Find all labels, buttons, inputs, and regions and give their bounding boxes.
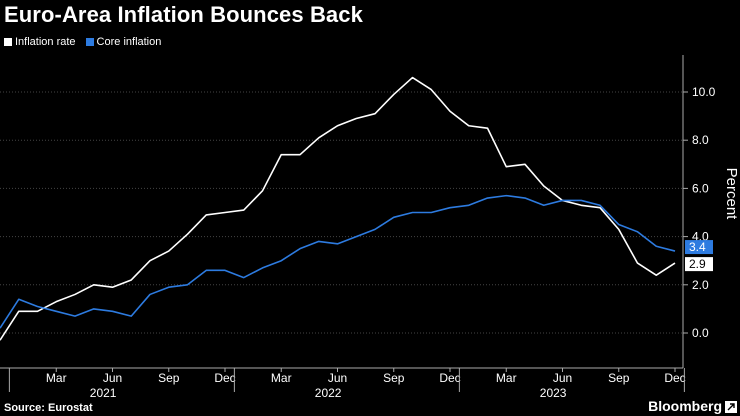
series-line-core-inflation bbox=[0, 194, 676, 329]
x-tick-label-sep: Sep bbox=[158, 371, 180, 385]
expand-icon bbox=[725, 401, 737, 413]
legend-item-inflation-rate: Inflation rate bbox=[4, 36, 76, 48]
legend-label-core-inflation: Core inflation bbox=[96, 36, 162, 48]
x-tick-label-mar: Mar bbox=[271, 371, 292, 385]
x-tick-label-jun: Jun bbox=[103, 371, 122, 385]
end-label-box-inflation-rate bbox=[685, 257, 713, 272]
legend-swatch-core-inflation bbox=[85, 38, 94, 46]
y-tick-label-10: 10.0 bbox=[692, 85, 716, 99]
series-line-inflation-rate bbox=[0, 76, 676, 341]
y-tick-label-8: 8.0 bbox=[692, 133, 709, 147]
x-tick-label-dec: Dec bbox=[439, 371, 460, 385]
legend-item-core-inflation: Core inflation bbox=[85, 36, 162, 48]
x-year-label-2021: 2021 bbox=[90, 386, 117, 400]
bloomberg-logo: Bloomberg bbox=[648, 398, 722, 414]
x-tick-label-dec: Dec bbox=[214, 371, 235, 385]
y-tick-label-0: 0.0 bbox=[692, 326, 709, 340]
end-label-inflation-rate: 2.9 bbox=[689, 257, 706, 271]
x-tick-label-dec: Dec bbox=[664, 371, 685, 385]
x-tick-label-mar: Mar bbox=[46, 371, 67, 385]
source-note: Source: Eurostat bbox=[4, 402, 93, 414]
x-year-label-2023: 2023 bbox=[540, 386, 567, 400]
end-label-box-core-inflation bbox=[685, 240, 713, 255]
chart-title: Euro-Area Inflation Bounces Back bbox=[4, 2, 363, 27]
y-axis-title: Percent bbox=[723, 168, 740, 221]
x-tick-label-sep: Sep bbox=[383, 371, 405, 385]
end-label-core-inflation: 3.4 bbox=[689, 240, 706, 254]
x-tick-label-jun: Jun bbox=[328, 371, 347, 385]
x-tick-label-mar: Mar bbox=[496, 371, 517, 385]
legend-label-inflation-rate: Inflation rate bbox=[15, 36, 76, 48]
x-year-label-2022: 2022 bbox=[315, 386, 342, 400]
x-tick-label-sep: Sep bbox=[608, 371, 630, 385]
x-tick-label-jun: Jun bbox=[553, 371, 572, 385]
legend-swatch-inflation-rate bbox=[4, 38, 12, 46]
legend: Inflation rate Core inflation bbox=[4, 36, 161, 48]
y-tick-label-2: 2.0 bbox=[692, 278, 709, 292]
y-tick-label-6: 6.0 bbox=[692, 181, 709, 195]
